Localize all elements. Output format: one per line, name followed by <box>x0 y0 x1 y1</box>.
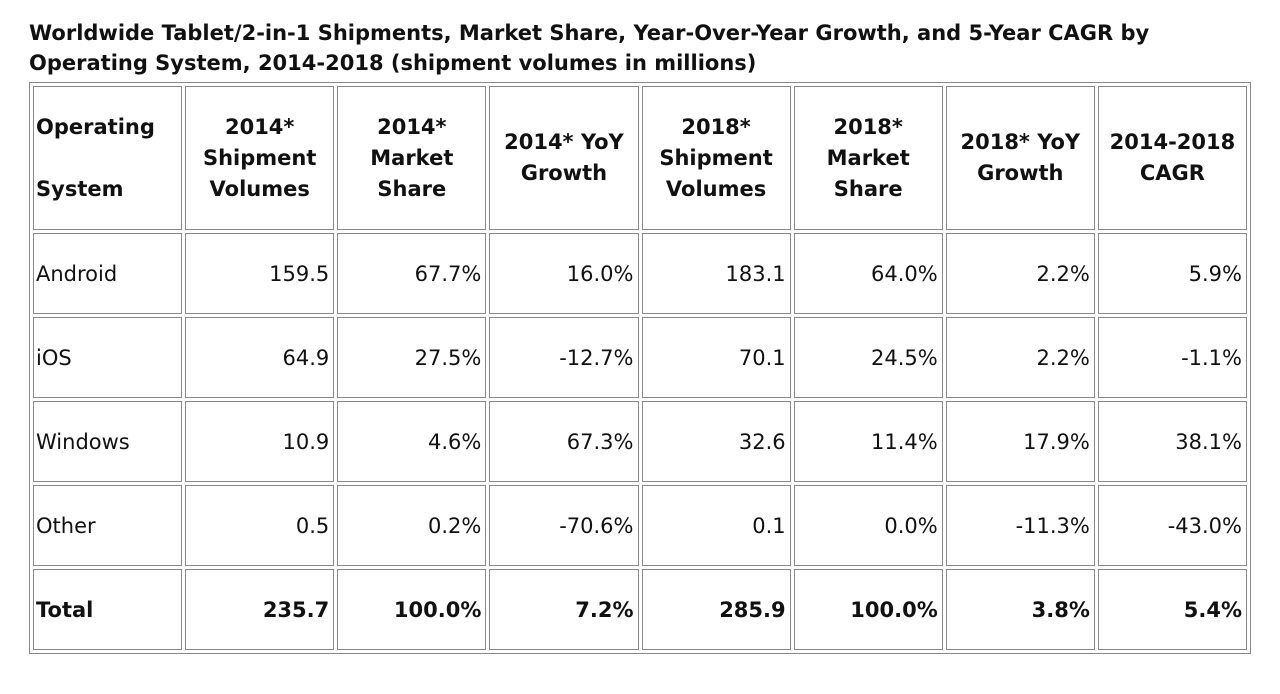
header-row: Operating System 2014* Shipment Volumes 20… <box>33 86 1247 230</box>
table-cell: 27.5% <box>337 317 487 398</box>
table-cell: 100.0% <box>793 569 943 650</box>
table-cell: 38.1% <box>1097 401 1247 482</box>
table-cell: 2.2% <box>945 233 1095 314</box>
table-cell: 64.0% <box>793 233 943 314</box>
title: Worldwide Tablet/2-in-1 Shipments, Marke… <box>29 21 1150 75</box>
table-cell: 100.0% <box>337 569 487 650</box>
column-header: 2014* Market Share <box>337 86 487 230</box>
table-cell: 183.1 <box>641 233 791 314</box>
row-label: Android <box>33 233 183 314</box>
table-row: Total 235.7 100.0% 7.2% 285.9 100.0% 3.8% 5.4% <box>33 569 1247 650</box>
table-cell: -43.0% <box>1097 485 1247 566</box>
table-cell: 16.0% <box>489 233 639 314</box>
table-cell: 10.9 <box>185 401 335 482</box>
column-header: 2018* YoY Growth <box>945 86 1095 230</box>
row-label: Other <box>33 485 183 566</box>
table-cell: 0.2% <box>337 485 487 566</box>
table-cell: 159.5 <box>185 233 335 314</box>
table-row: iOS 64.9 27.5% -12.7% 70.1 24.5% 2.2% -1.1% <box>33 317 1247 398</box>
table-cell: 70.1 <box>641 317 791 398</box>
table-cell: 3.8% <box>945 569 1095 650</box>
table-cell: 64.9 <box>185 317 335 398</box>
table-cell: -70.6% <box>489 485 639 566</box>
table-cell: 17.9% <box>945 401 1095 482</box>
column-header: 2018* Shipment Volumes <box>641 86 791 230</box>
table-cell: 0.5 <box>185 485 335 566</box>
table-row: Other 0.5 0.2% -70.6% 0.1 0.0% -11.3% -43.0% <box>33 485 1247 566</box>
column-header: 2014* YoY Growth <box>489 86 639 230</box>
table-cell: 67.3% <box>489 401 639 482</box>
table-cell: 11.4% <box>793 401 943 482</box>
table-row: Android 159.5 67.7% 16.0% 183.1 64.0% 2.2% 5.9% <box>33 233 1247 314</box>
table-cell: 285.9 <box>641 569 791 650</box>
table-cell: 67.7% <box>337 233 487 314</box>
table-cell: 0.0% <box>793 485 943 566</box>
row-label: iOS <box>33 317 183 398</box>
table-cell: 24.5% <box>793 317 943 398</box>
data-table: Operating System 2014* Shipment Volumes 20… <box>29 82 1251 654</box>
column-header: Operating System <box>33 86 183 230</box>
table-cell: 235.7 <box>185 569 335 650</box>
row-label: Windows <box>33 401 183 482</box>
column-header: 2014* Shipment Volumes <box>185 86 335 230</box>
row-label: Total <box>33 569 183 650</box>
table-cell: 0.1 <box>641 485 791 566</box>
table-cell: 5.4% <box>1097 569 1247 650</box>
table-cell: 2.2% <box>945 317 1095 398</box>
table-cell: 5.9% <box>1097 233 1247 314</box>
table-cell: -12.7% <box>489 317 639 398</box>
table-cell: 7.2% <box>489 569 639 650</box>
table-body: Android 159.5 67.7% 16.0% 183.1 64.0% 2.2% 5.9%… <box>33 233 1247 650</box>
table-cell: -1.1% <box>1097 317 1247 398</box>
table-row: Windows 10.9 4.6% 67.3% 32.6 11.4% 17.9% 38.1% <box>33 401 1247 482</box>
column-header: 2014-2018 CAGR <box>1097 86 1247 230</box>
table-cell: 4.6% <box>337 401 487 482</box>
column-header: 2018* Market Share <box>793 86 943 230</box>
table-cell: -11.3% <box>945 485 1095 566</box>
table-cell: 32.6 <box>641 401 791 482</box>
